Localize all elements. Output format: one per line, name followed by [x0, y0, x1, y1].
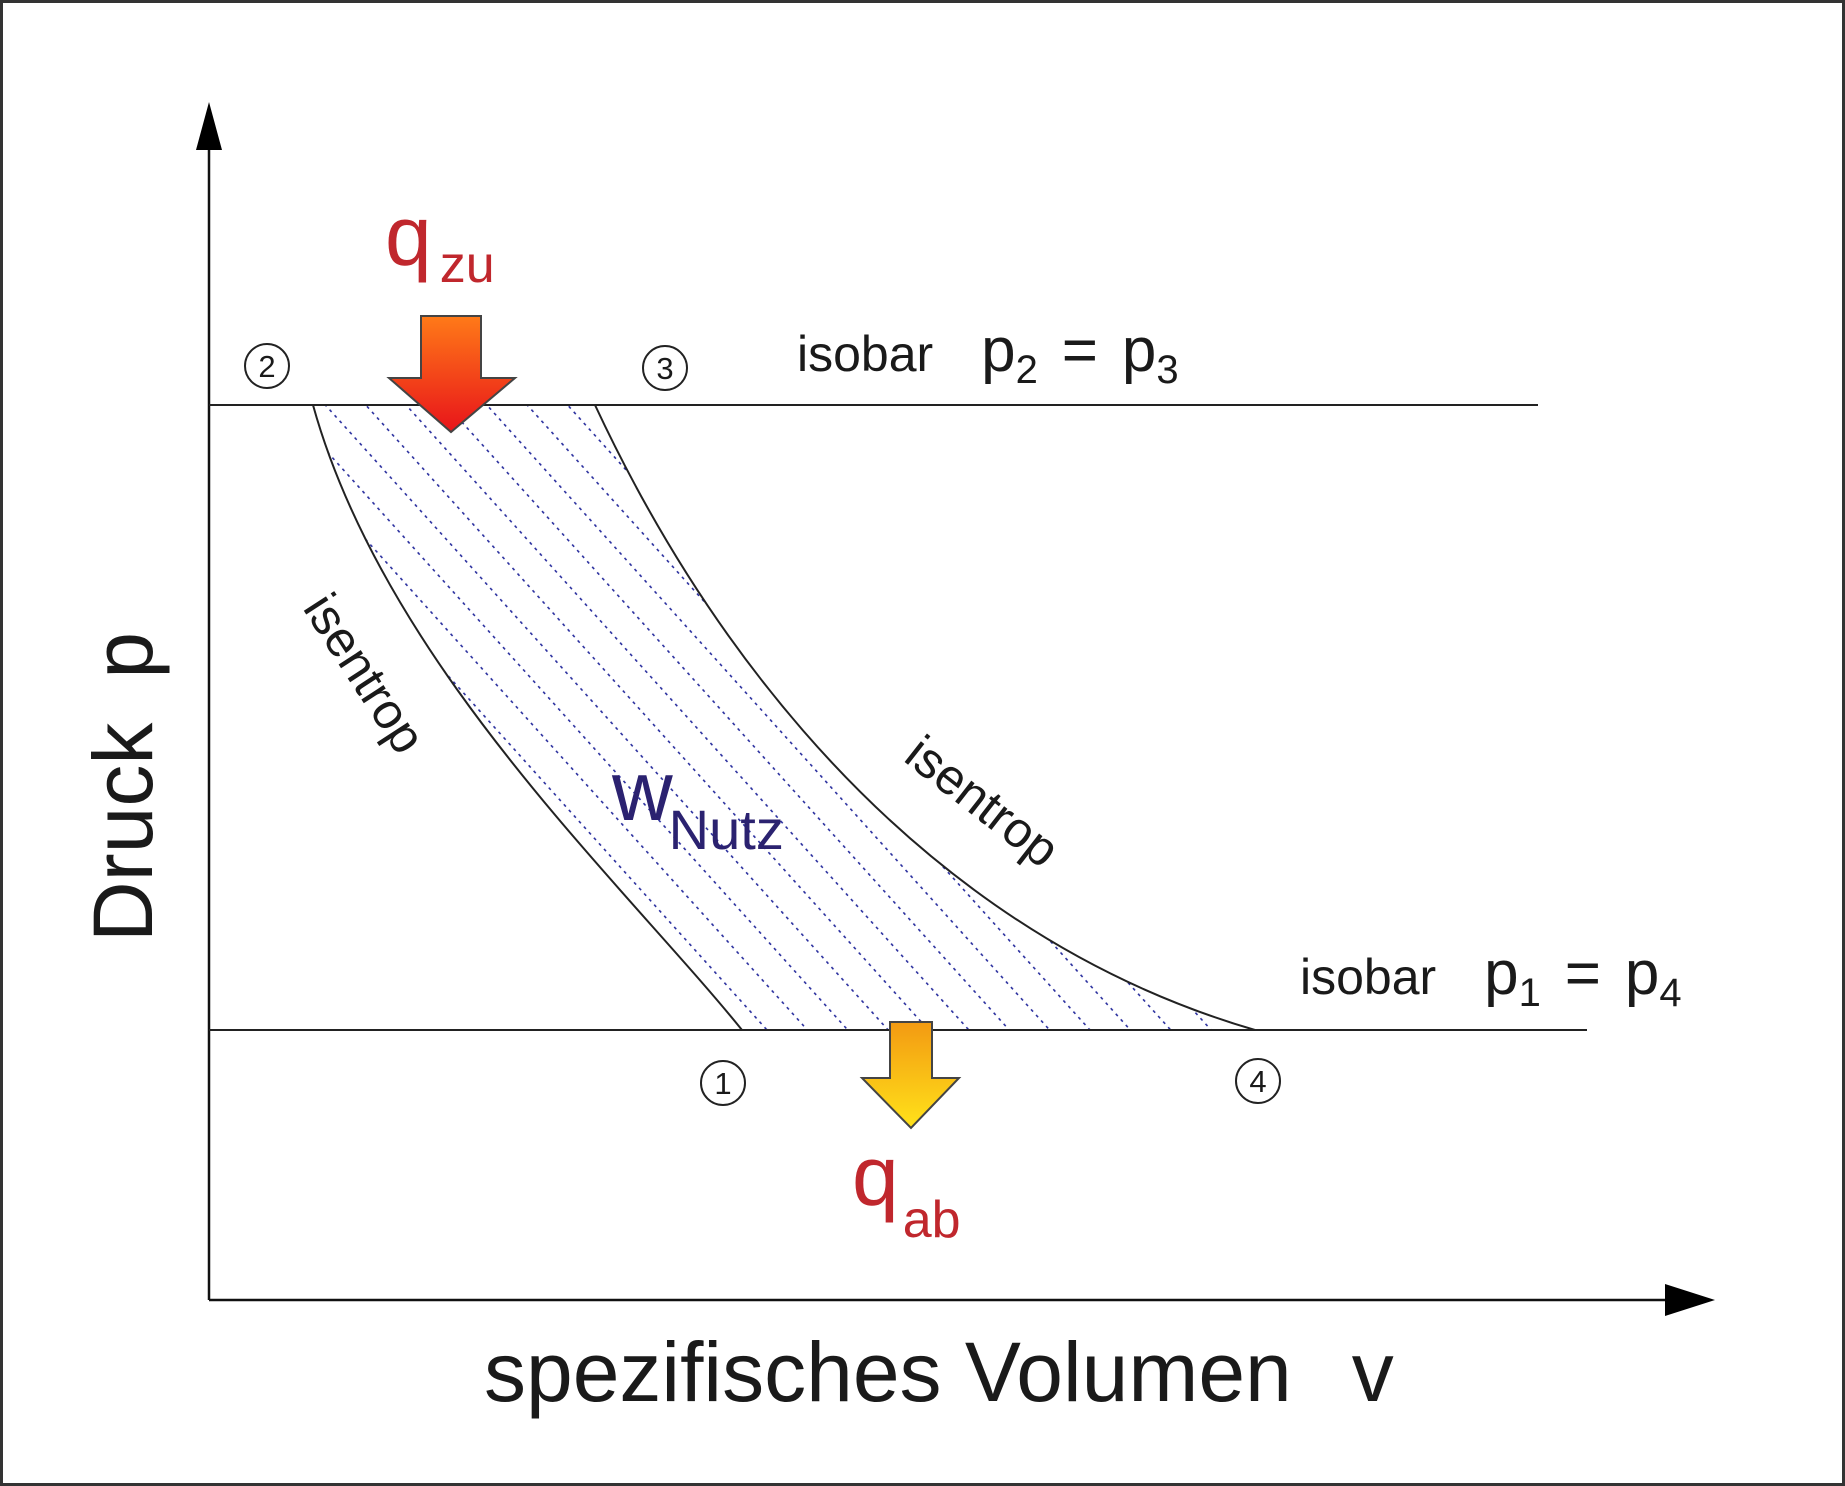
heat-out-arrow [859, 1021, 962, 1130]
state-label-3: 3 [656, 351, 673, 386]
isentrop-left-curve [312, 404, 743, 1031]
heat-out-label: qab [852, 1129, 961, 1249]
heat-in-label: q zu [385, 189, 495, 294]
state-marker-1: 1 [700, 1060, 746, 1106]
state-marker-3: 3 [642, 345, 688, 391]
state-label-4: 4 [1249, 1064, 1266, 1099]
work-label: wNutz [611, 744, 784, 861]
state-label-1: 1 [714, 1066, 731, 1101]
x-axis-label: spezifisches Volumen v [484, 1325, 1394, 1419]
state-marker-4: 4 [1235, 1058, 1281, 1104]
isentrop-right-curve [594, 404, 1256, 1031]
state-marker-2: 2 [244, 343, 290, 389]
x-axis-arrowhead [1665, 1284, 1715, 1316]
y-axis-arrowhead [196, 102, 222, 150]
heat-in-arrow [386, 315, 518, 434]
y-axis-label: Druckp [76, 632, 170, 942]
isobar-high-label: isobar p2 = p3 [797, 316, 1179, 394]
isobar-low-label: isobar p1 = p4 [1300, 939, 1682, 1017]
state-label-2: 2 [258, 349, 275, 384]
